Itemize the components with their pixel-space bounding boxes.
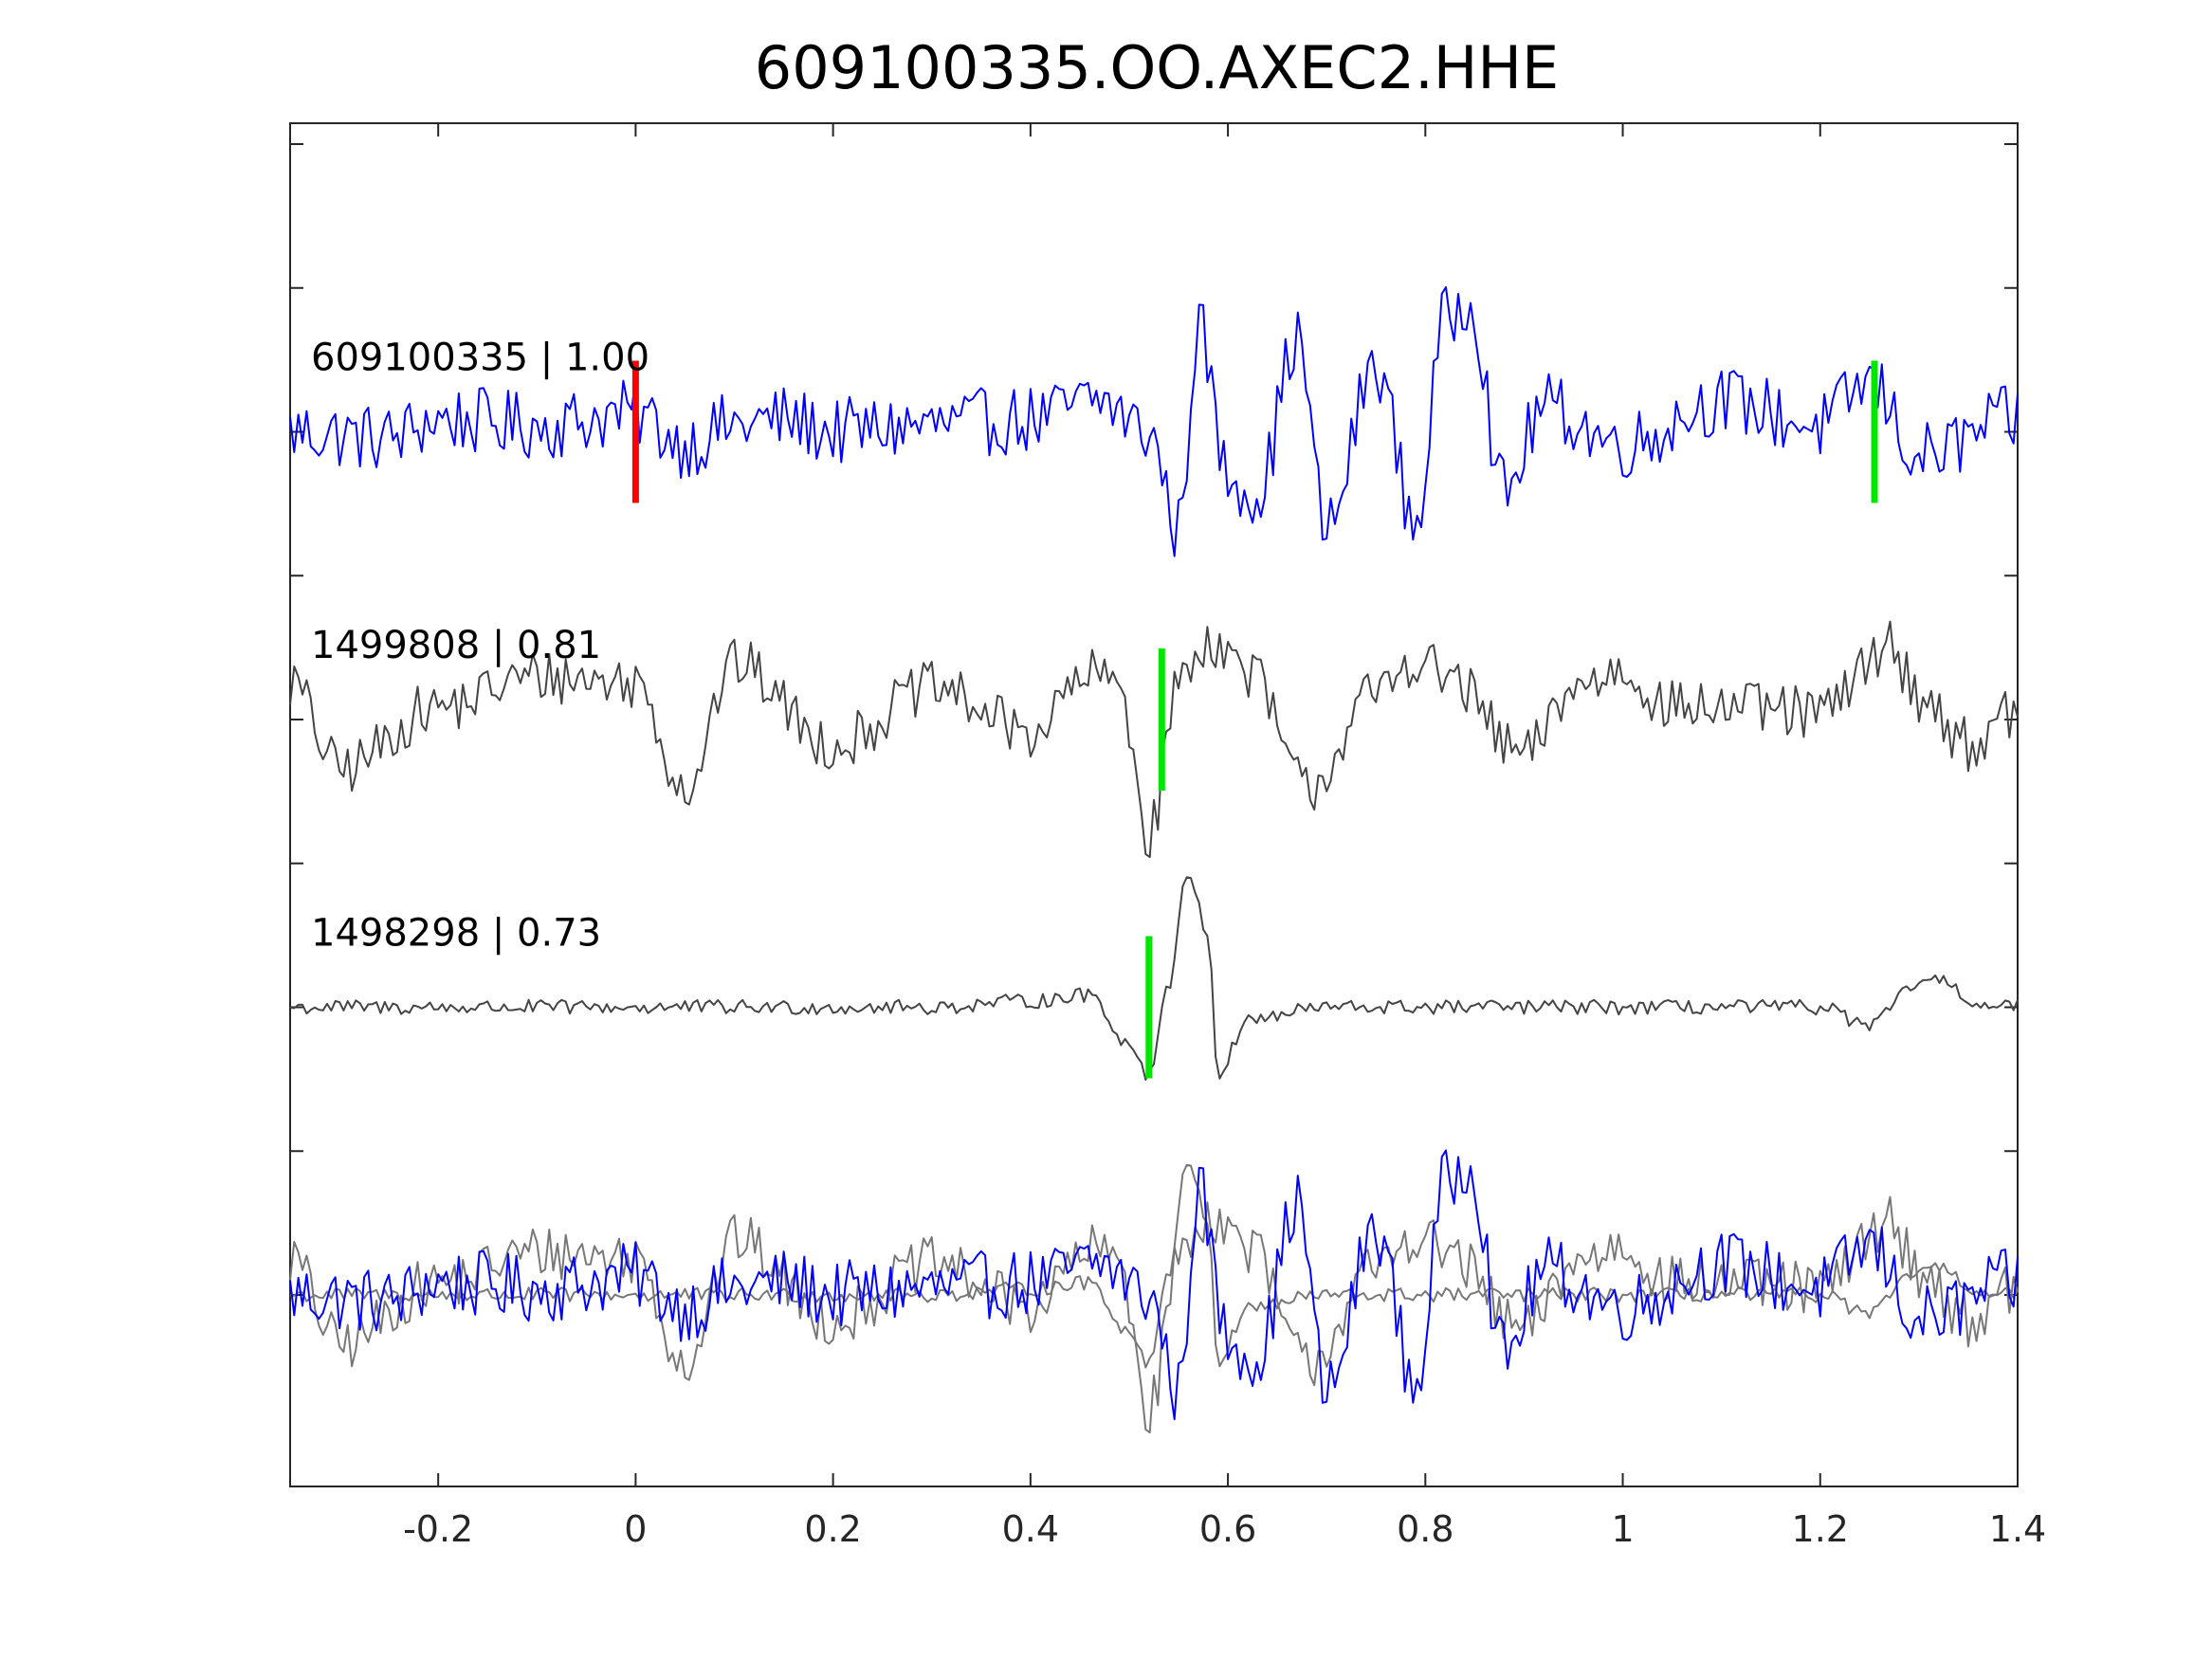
x-tick-label: 1 bbox=[1611, 1508, 1634, 1550]
plot-area: -0.2 0 0.2 0.4 0.6 0.8 1 1.2 1.4 609100335 | 1.0… bbox=[289, 122, 2046, 1550]
trace-1498298 bbox=[289, 876, 2019, 1081]
chart-title: 609100335.OO.AXEC2.HHE bbox=[755, 33, 1559, 102]
trace-609100335 bbox=[289, 286, 2019, 557]
x-tick-label: 1.4 bbox=[1989, 1508, 2046, 1550]
pick-markers bbox=[631, 360, 1878, 1079]
overlay-trace-1499808 bbox=[289, 1195, 2019, 1434]
x-tick-label: 1.2 bbox=[1792, 1508, 1849, 1550]
x-tick-label: 0.6 bbox=[1199, 1508, 1256, 1550]
x-tick-label: -0.2 bbox=[403, 1508, 473, 1550]
overlay-traces bbox=[289, 1149, 2019, 1434]
trace-1499808 bbox=[289, 620, 2019, 859]
x-tick-label: 0.8 bbox=[1397, 1508, 1453, 1550]
overlay-trace-609100335 bbox=[289, 1149, 2019, 1421]
traces bbox=[289, 286, 2019, 1081]
trace-labels: 609100335 | 1.00 1499808 | 0.81 1498298 | … bbox=[311, 337, 649, 956]
trace-label-1498298: 1498298 | 0.73 bbox=[311, 912, 601, 956]
x-tick-label: 0.4 bbox=[1002, 1508, 1059, 1550]
trace-label-609100335: 609100335 | 1.00 bbox=[311, 337, 649, 380]
x-tick-label: 0.2 bbox=[804, 1508, 861, 1550]
x-tick-label: 0 bbox=[624, 1508, 647, 1550]
x-ticks: -0.2 0 0.2 0.4 0.6 0.8 1 1.2 1.4 bbox=[403, 123, 2046, 1550]
y-ticks bbox=[290, 143, 2018, 1296]
trace-label-1499808: 1499808 | 0.81 bbox=[311, 624, 601, 667]
